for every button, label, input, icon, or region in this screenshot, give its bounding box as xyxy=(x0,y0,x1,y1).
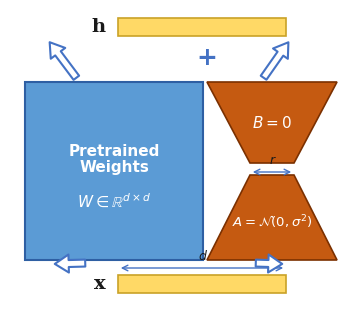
FancyArrowPatch shape xyxy=(261,42,288,80)
Text: Weights: Weights xyxy=(79,159,149,175)
Text: $B = 0$: $B = 0$ xyxy=(252,115,292,130)
FancyBboxPatch shape xyxy=(118,275,286,293)
Text: h: h xyxy=(92,18,106,36)
FancyArrowPatch shape xyxy=(256,254,282,273)
FancyArrowPatch shape xyxy=(50,42,79,80)
Text: d: d xyxy=(198,250,206,263)
Text: x: x xyxy=(94,275,106,293)
Text: Pretrained: Pretrained xyxy=(68,143,160,159)
Text: r: r xyxy=(269,154,275,167)
Text: $A = \mathcal{N}(0, \sigma^2)$: $A = \mathcal{N}(0, \sigma^2)$ xyxy=(232,214,312,231)
FancyArrowPatch shape xyxy=(55,255,85,273)
Polygon shape xyxy=(207,175,337,260)
FancyBboxPatch shape xyxy=(118,18,286,36)
Polygon shape xyxy=(207,82,337,163)
Text: $W \in \mathbb{R}^{d\times d}$: $W \in \mathbb{R}^{d\times d}$ xyxy=(77,192,151,210)
FancyBboxPatch shape xyxy=(25,82,203,260)
Text: +: + xyxy=(197,46,217,70)
